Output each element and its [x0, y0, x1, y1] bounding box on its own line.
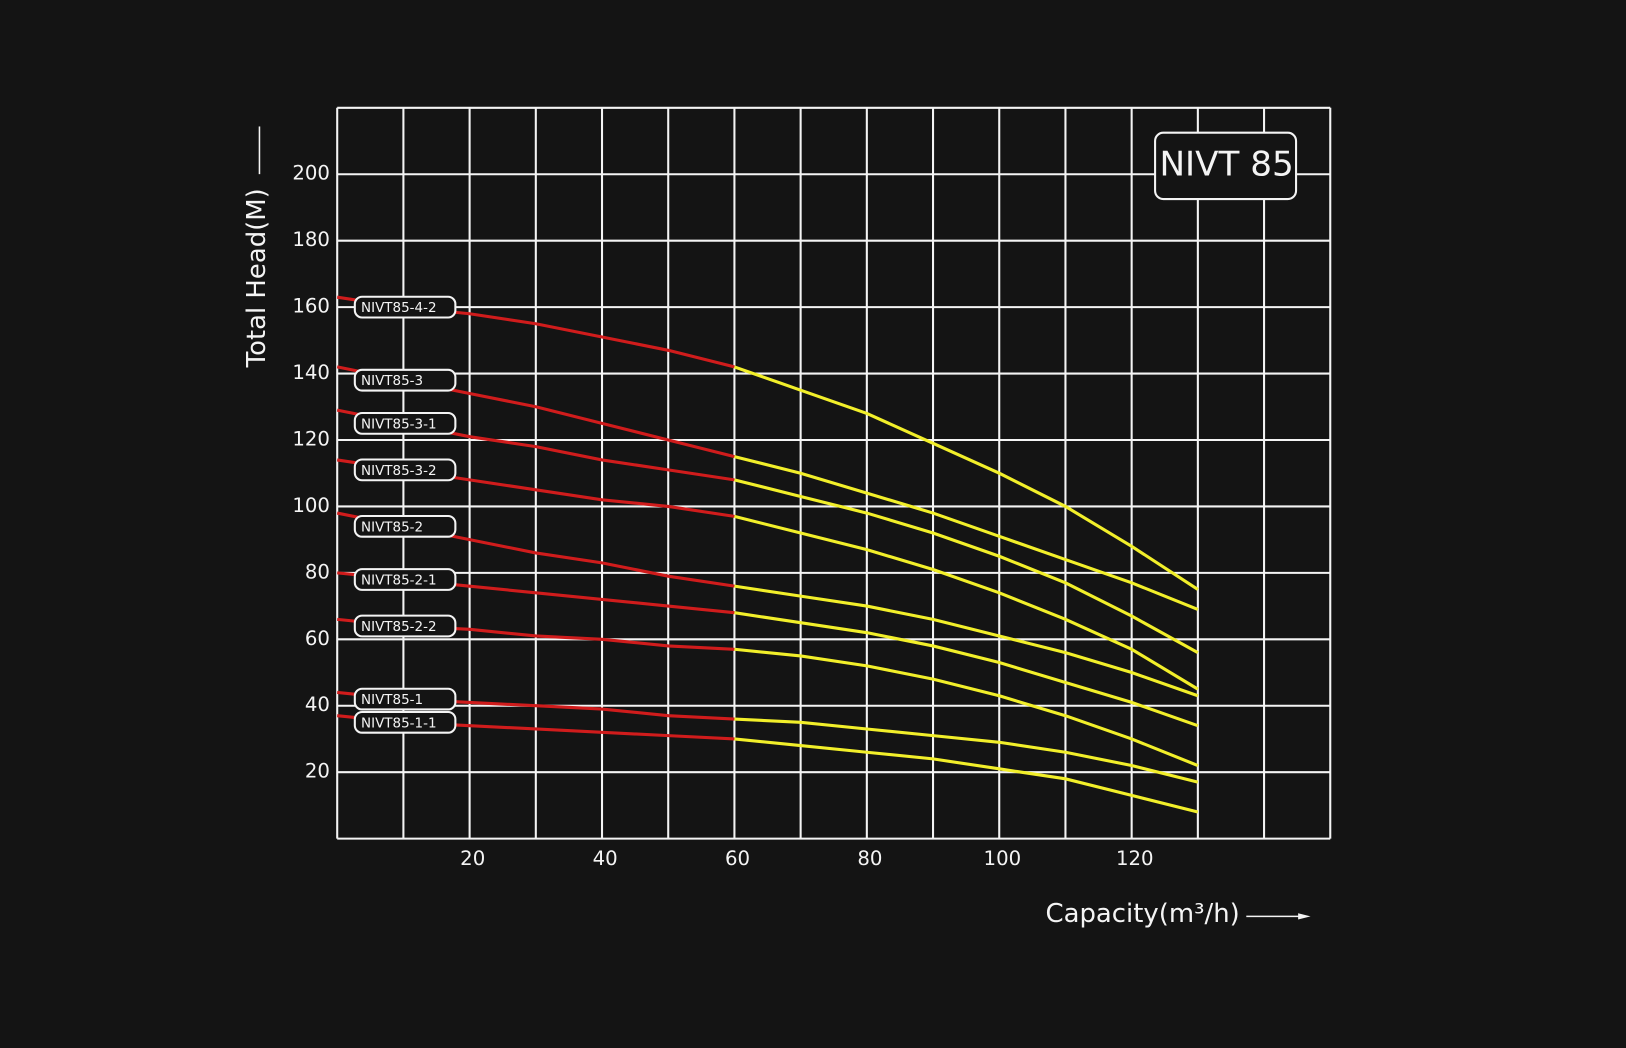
curve: [734, 514, 1199, 691]
legend-label: NIVT85-3-2: [361, 463, 437, 479]
y-tick-label: 40: [305, 693, 330, 716]
legend-box: [353, 368, 457, 392]
labels: NIVT85-4-2 NIVT85-3 NIVT85-3-1 NIVT85-3-2 NI…: [353, 295, 457, 734]
chart-title: NIVT 85: [1159, 144, 1293, 184]
y-tick-label: 100: [292, 494, 330, 517]
x-tick-label: 80: [857, 847, 882, 870]
y-tick-label: 20: [305, 760, 330, 783]
x-tick-label: 20: [460, 847, 485, 870]
y-tick-label: 60: [305, 627, 330, 650]
curve: [733, 365, 1199, 591]
legend-box: [353, 458, 457, 482]
curves: [336, 295, 1199, 814]
legend-label: NIVT85-3: [361, 373, 423, 389]
legend-label: NIVT85-2: [361, 519, 423, 535]
legend-label: NIVT85-1-1: [361, 715, 437, 731]
y-tick-label: 160: [292, 295, 330, 318]
grid: 20 40 60 80 100 120 140 160 180 200 20 40 60 80 100 120: [292, 106, 1332, 870]
legend-box: [353, 514, 457, 538]
y-tick-label: 140: [292, 361, 330, 384]
legend-box: [353, 614, 457, 638]
curve: [734, 611, 1199, 728]
x-tick-label: 40: [593, 847, 618, 870]
y-tick-label: 180: [292, 228, 330, 251]
curve: [734, 455, 1199, 611]
legend-label: NIVT85-1: [361, 692, 423, 708]
x-axis-title: Capacity(m³/h): [1046, 899, 1240, 929]
y-tick-label: 80: [305, 560, 330, 583]
legend-label: NIVT85-3-1: [361, 416, 437, 432]
legend-box: [353, 295, 457, 319]
curve: [734, 737, 1199, 814]
legend-label: NIVT85-2-1: [361, 573, 437, 589]
title-box: [1154, 131, 1298, 201]
curve: [734, 584, 1199, 698]
y-axis-title: Total Head(M): [242, 188, 272, 368]
y-tick-label: 120: [292, 427, 330, 450]
legend-box: [353, 568, 457, 591]
curve: [734, 478, 1199, 654]
legend-label: NIVT85-4-2: [361, 300, 437, 316]
x-tick-label: 100: [984, 847, 1022, 870]
x-axis-arrowhead: [1298, 913, 1311, 920]
x-tick-label: 120: [1116, 847, 1154, 870]
legend-box: [353, 710, 457, 734]
legend-box: [353, 687, 457, 711]
y-tick-label: 200: [292, 162, 330, 185]
curve: [734, 647, 1199, 767]
curve: [734, 717, 1199, 784]
legend-label: NIVT85-2-2: [361, 619, 437, 635]
legend-box: [353, 411, 457, 435]
x-tick-label: 60: [725, 847, 750, 870]
